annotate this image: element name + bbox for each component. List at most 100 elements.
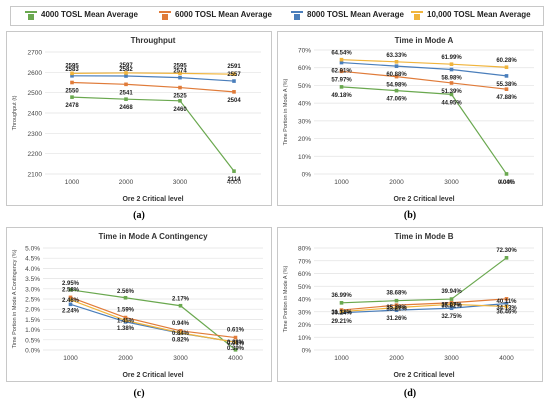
chart-c-series-line-2 (70, 303, 236, 343)
chart-c-data-label: 2.24% (62, 308, 80, 314)
chart-d-ytick-label: 70% (298, 258, 311, 265)
chart-b-point-3 (394, 60, 399, 64)
chart-d-data-label: 40.11% (496, 299, 517, 305)
chart-a-ytick-label: 2300 (28, 131, 43, 138)
chart-c-ytick-label: 1.0% (25, 327, 40, 334)
chart-d-data-label: 29.21% (331, 319, 352, 325)
chart-a-series-line-3 (71, 72, 235, 75)
chart-b-title: Time in Mode A (395, 36, 454, 45)
legend-marker-8000 (294, 14, 300, 20)
chart-b-data-label: 47.88% (496, 95, 517, 101)
chart-a-point-2 (70, 73, 74, 78)
chart-d-data-label: 36.46% (496, 310, 517, 316)
chart-c-data-label: 2.58% (62, 287, 80, 293)
chart-a-series-line-1 (71, 81, 235, 93)
chart-b-point-0 (394, 88, 399, 93)
chart-a-point-0 (232, 169, 236, 173)
chart-d-ytick-label: 40% (298, 297, 311, 304)
chart-d-data-label: 31.31% (331, 310, 352, 316)
chart-c-data-label: 1.59% (117, 308, 135, 314)
chart-b-point-0 (449, 92, 454, 97)
chart-b-data-label: 47.06% (386, 97, 407, 103)
chart-a-point-1 (178, 85, 182, 90)
chart-a-point-1 (124, 82, 128, 87)
legend-label-6000: 6000 TOSL Mean Average (175, 10, 272, 19)
chart-a-point-1 (70, 80, 74, 85)
chart-a-ytick-label: 2500 (28, 90, 43, 97)
chart-b-point-1 (504, 87, 509, 91)
chart-c-xlabel: Ore 2 Critical level (122, 372, 183, 379)
caption-b: (b) (403, 210, 417, 221)
chart-b-data-label: 58.98% (441, 76, 462, 82)
chart-a-point-2 (124, 74, 128, 78)
chart-c-xtick-label: 4000 (228, 355, 243, 362)
chart-d-point-1 (394, 303, 399, 307)
chart-d-ytick-label: 10% (298, 335, 311, 342)
legend-marker-6000 (162, 14, 168, 20)
chart-d-data-label: 35.82% (441, 303, 462, 309)
chart-c-point-3 (233, 340, 238, 345)
chart-b-point-2 (449, 67, 454, 72)
chart-a-data-label: 2114 (227, 177, 241, 183)
chart-b-point-0 (339, 85, 344, 89)
chart-d-point-0 (449, 297, 454, 301)
chart-throughput: Throughput 2100 2200 2300 2400 2500 2600 2700 10… (12, 36, 261, 203)
chart-b-series-line-3 (341, 59, 507, 68)
chart-b-ylabel: Time Portion in Mode A (%) (283, 78, 289, 145)
chart-b-point-1 (339, 69, 344, 74)
chart-a-series-line-0 (71, 96, 235, 172)
chart-c-point-3 (68, 298, 73, 302)
legend-marker-4000 (28, 14, 34, 20)
chart-b-data-label: 0.04% (498, 180, 516, 186)
legend-label-8000: 8000 TOSL Mean Average (307, 10, 404, 19)
chart-c-point-0 (123, 295, 128, 300)
legend-label-4000: 4000 TOSL Mean Average (41, 10, 138, 19)
chart-d-ytick-label: 50% (298, 284, 311, 291)
chart-d-ytick-label: 80% (298, 246, 311, 253)
chart-d-point-3 (449, 302, 454, 307)
chart-c-series-line-3 (70, 299, 236, 343)
chart-c-point-3 (123, 318, 128, 323)
chart-b-data-label: 57.97% (331, 77, 352, 83)
chart-a-xtick-label: 3000 (173, 179, 188, 186)
chart-c-data-label: 2.46% (62, 298, 80, 304)
chart-a-ylabel: Throughput (t) (12, 95, 18, 130)
chart-c-data-label: 2.95% (62, 281, 80, 287)
chart-c-point-2 (68, 302, 73, 307)
chart-d-point-3 (339, 309, 344, 314)
chart-a-data-label: 2597 (119, 63, 133, 69)
chart-b-series-line-0 (341, 86, 507, 175)
chart-b-data-label: 63.33% (386, 53, 407, 59)
chart-a-point-3 (178, 71, 182, 76)
chart-a-data-label: 2550 (65, 89, 79, 95)
chart-d-series-line-0 (341, 257, 507, 304)
chart-b-data-label: 44.95% (441, 100, 462, 106)
chart-d-data-label: 35.20% (386, 305, 407, 311)
chart-d-xtick-label: 1000 (334, 355, 349, 362)
chart-c-point-3 (178, 331, 183, 335)
chart-c-point-0 (178, 303, 183, 308)
chart-mode-a: Time in Mode A 0% 10% 20% 30% 40% 50% 60% 70% 100… (283, 36, 534, 203)
chart-b-data-label: 60.28% (496, 58, 517, 64)
chart-a-data-label: 2574 (173, 69, 187, 75)
chart-b-series-line-1 (341, 70, 507, 90)
chart-b-ytick-label: 40% (298, 101, 311, 108)
chart-b-data-label: 51.39% (441, 89, 462, 95)
chart-d-data-label: 34.13% (496, 305, 517, 311)
chart-c-ytick-label: 3.5% (25, 276, 40, 283)
chart-b-data-label: 62.91% (331, 69, 352, 75)
chart-d-point-3 (504, 304, 509, 309)
legend-swatch-8000 (291, 11, 303, 21)
legend-label-10000: 10,000 TOSL Mean Average (427, 10, 531, 19)
chart-c-ytick-label: 1.5% (25, 317, 40, 324)
chart-panel-throughput: Throughput 2100 2200 2300 2400 2500 2600 2700 10… (6, 31, 272, 206)
chart-b-point-3 (504, 65, 509, 70)
chart-a-xtick-label: 4000 (227, 179, 242, 186)
chart-d-data-label: 33.21% (386, 307, 407, 313)
chart-c-ytick-label: 0.5% (25, 337, 40, 344)
chart-a-data-label: 2591 (227, 64, 241, 70)
chart-a-xtick-label: 2000 (119, 179, 134, 186)
chart-c-xtick-label: 3000 (173, 355, 188, 362)
chart-c-data-label: 0.39% (227, 346, 245, 352)
chart-mode-a-contingency: Time in Mode A Contingency 0.0% 0.5% 1.0% 1.… (12, 232, 263, 379)
